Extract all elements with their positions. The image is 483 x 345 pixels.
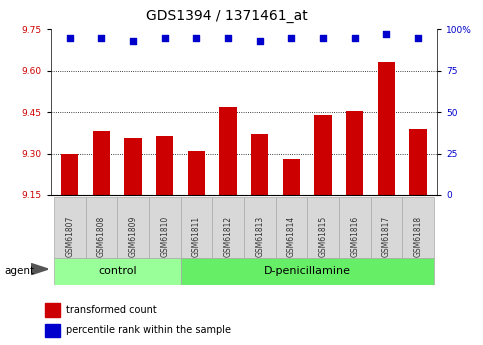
Bar (181, 258, 434, 285)
Polygon shape (31, 264, 48, 275)
Bar (45, 304, 59, 317)
Text: GSM61807: GSM61807 (65, 216, 74, 257)
Point (193, 35, 200, 40)
Bar (283, 159, 300, 195)
Bar (117, 197, 149, 258)
Bar (45, 324, 59, 337)
Bar (85, 197, 117, 258)
Bar (54, 258, 181, 285)
Point (351, 35, 359, 40)
Text: control: control (98, 266, 137, 276)
Bar (378, 62, 395, 195)
Bar (314, 115, 332, 195)
Bar (93, 131, 110, 195)
Bar (370, 197, 402, 258)
Text: GSM61814: GSM61814 (287, 216, 296, 257)
Text: GSM61810: GSM61810 (160, 216, 169, 257)
Point (256, 38, 264, 44)
Bar (149, 197, 181, 258)
Text: D-penicillamine: D-penicillamine (264, 266, 351, 276)
Bar (276, 197, 307, 258)
Point (287, 35, 295, 40)
Text: agent: agent (5, 266, 35, 276)
Bar (54, 197, 85, 258)
Text: GSM61811: GSM61811 (192, 216, 201, 257)
Point (161, 35, 169, 40)
Point (129, 38, 137, 44)
Point (66, 35, 73, 40)
Bar (339, 197, 370, 258)
Bar (410, 129, 427, 195)
Bar (307, 197, 339, 258)
Bar (346, 111, 364, 195)
Point (383, 31, 390, 37)
Bar (244, 197, 276, 258)
Bar (212, 197, 244, 258)
Bar (61, 154, 78, 195)
Text: GSM61813: GSM61813 (255, 216, 264, 257)
Bar (188, 151, 205, 195)
Point (98, 35, 105, 40)
Bar (181, 197, 212, 258)
Text: GSM61816: GSM61816 (350, 216, 359, 257)
Bar (219, 107, 237, 195)
Text: percentile rank within the sample: percentile rank within the sample (66, 325, 231, 335)
Point (319, 35, 327, 40)
Text: GSM61812: GSM61812 (224, 216, 233, 257)
Bar (402, 197, 434, 258)
Text: GSM61808: GSM61808 (97, 216, 106, 257)
Text: transformed count: transformed count (66, 305, 156, 315)
Text: GSM61815: GSM61815 (319, 216, 327, 257)
Point (224, 35, 232, 40)
Text: GSM61809: GSM61809 (128, 216, 138, 257)
Text: GSM61818: GSM61818 (413, 216, 423, 257)
Bar (124, 138, 142, 195)
Bar (251, 134, 269, 195)
Point (414, 35, 422, 40)
Text: GDS1394 / 1371461_at: GDS1394 / 1371461_at (146, 9, 308, 23)
Bar (156, 136, 173, 195)
Text: GSM61817: GSM61817 (382, 216, 391, 257)
